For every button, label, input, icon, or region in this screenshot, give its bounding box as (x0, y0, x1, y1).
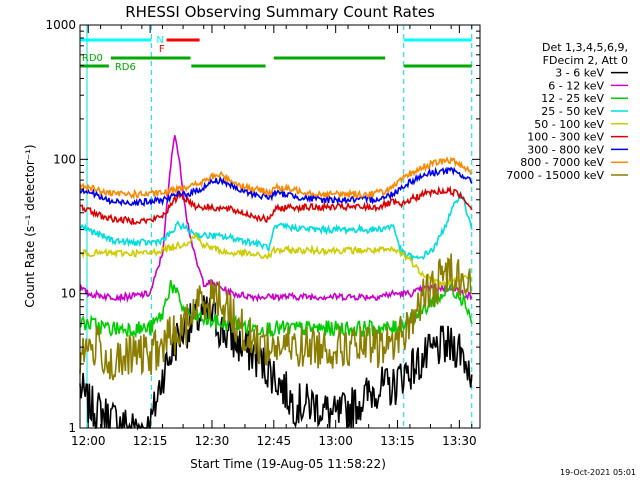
legend-label-3-6-kev: 3 - 6 keV (555, 67, 604, 80)
legend-label-100-300-kev: 100 - 300 keV (527, 131, 604, 144)
legend-label-6-12-kev: 6 - 12 keV (548, 79, 604, 92)
legend-header: FDecim 2, Att 0 (543, 54, 628, 67)
x-tick-label: 12:15 (133, 434, 168, 448)
y-tick-label: 10 (61, 287, 76, 301)
legend-label-50-100-kev: 50 - 100 keV (534, 118, 604, 131)
legend-label-12-25-kev: 12 - 25 keV (541, 92, 604, 105)
plot-frame (79, 24, 481, 429)
legend-label-800-7000-kev: 800 - 7000 keV (520, 156, 604, 169)
y-tick-label: 100 (53, 152, 76, 166)
series-line-7000-15000-kev (79, 253, 473, 381)
x-tick-label: 12:45 (257, 434, 292, 448)
series-line-6-12-kev (79, 135, 473, 303)
state-label-n: N (156, 35, 163, 46)
footer-date: 19-Oct-2021 05:01 (560, 468, 636, 477)
chart-title: RHESSI Observing Summary Count Rates (125, 3, 435, 21)
series-line-300-800-kev (79, 166, 473, 207)
x-tick-label: 12:30 (195, 434, 230, 448)
y-tick-label: 1000 (45, 18, 76, 32)
x-axis-label: Start Time (19-Aug-05 11:58:22) (190, 457, 386, 471)
series-line-800-7000-kev (79, 155, 472, 200)
state-label-rd0: RD0 (82, 53, 103, 64)
series-line-100-300-kev (79, 185, 473, 226)
legend-label-25-50-kev: 25 - 50 keV (541, 105, 604, 118)
legend-header: Det 1,3,4,5,6,9, (542, 41, 628, 54)
series-line-50-100-kev (79, 232, 473, 289)
y-tick-label: 1 (68, 421, 76, 435)
x-tick-label: 13:30 (442, 434, 477, 448)
x-tick-label: 13:00 (318, 434, 353, 448)
x-tick-label: 12:00 (71, 434, 106, 448)
legend-label-7000-15000-kev: 7000 - 15000 keV (506, 169, 604, 182)
legend-label-300-800-kev: 300 - 800 keV (527, 143, 604, 156)
state-label-f: F (159, 44, 165, 55)
x-tick-label: 13:15 (380, 434, 415, 448)
state-label-rd6: RD6 (115, 62, 136, 73)
y-axis-label: Count Rate (s⁻¹ detector⁻¹) (23, 144, 37, 307)
